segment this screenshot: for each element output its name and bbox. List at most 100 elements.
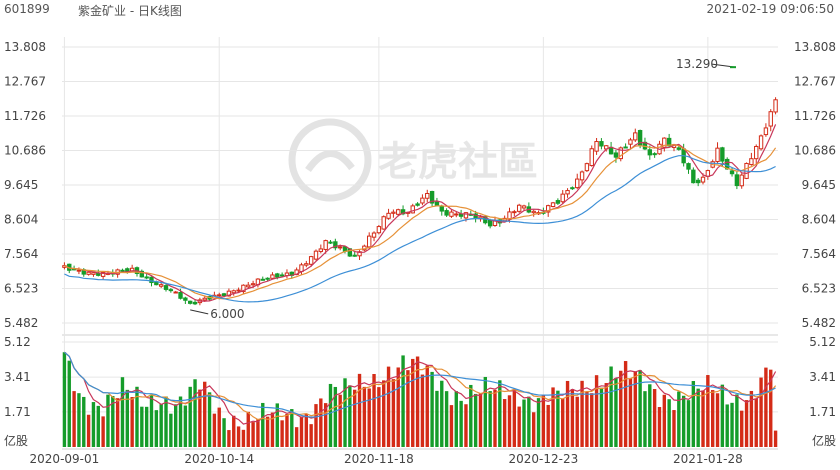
volume-bar [633,371,637,447]
volume-bar [764,367,768,447]
volume-bar [759,377,763,447]
candle-body [304,263,309,266]
candle-body [308,256,314,265]
volume-bar [391,379,396,447]
volume-bar [430,371,434,447]
candle-body [555,200,561,204]
price-tick-right: 12.767 [794,75,836,89]
volume-bar [193,379,197,447]
volume-bar [372,374,376,447]
candle-body [715,147,720,162]
candle-body [652,153,657,156]
candle-body [729,170,735,175]
volume-bar [696,388,700,447]
candle-body [236,289,241,292]
volume-bar [706,375,710,447]
candle-body [449,211,454,217]
volume-bar [96,405,100,447]
candle-body [265,277,270,280]
volume-bar [773,430,778,447]
volume-bar [352,389,357,447]
volume-bar [207,392,212,447]
price-tick-left: 9.645 [4,178,38,192]
volume-bar [101,416,105,447]
candle-body [560,193,565,203]
candle-body [168,289,174,292]
volume-bar [710,390,715,447]
volume-bar [183,405,188,447]
candle-body [618,147,623,160]
volume-bar [725,404,729,447]
watermark-logo-icon [288,118,372,202]
price-ma20-line [64,155,776,303]
candle-body [163,285,169,290]
volume-bar [144,406,149,447]
candle-body [323,240,328,250]
volume-bar [164,396,168,447]
volume-bar [440,380,444,447]
volume-bar [328,383,333,447]
volume-bar [256,419,260,447]
date-tick: 2020-10-14 [184,452,254,466]
last-price-marker [730,66,736,69]
volume-ma20-line [64,351,776,418]
volume-bar [91,402,96,447]
candle-body [391,211,396,214]
price-tick-left: 8.604 [4,213,38,227]
candle-body [221,293,227,296]
volume-bar [246,411,250,447]
candle-body [570,187,575,190]
volume-bar [265,416,270,447]
volume-bar [386,366,391,447]
volume-bar [270,412,275,447]
volume-bar [232,415,236,447]
watermark-logo-mark [305,150,355,173]
volume-bar [735,394,739,447]
volume-bar [304,413,309,447]
candle-body [318,248,324,252]
candle-body [100,272,106,277]
candle-body [676,147,682,150]
volume-bar [115,398,120,447]
volume-bar [357,373,362,447]
candle-body [376,226,382,234]
last-price-label: 13.290 [676,57,718,71]
candle-body [410,205,415,214]
volume-bar [469,384,473,447]
candle-body [429,190,435,204]
candle-body [516,204,522,212]
volume-bar [323,403,328,447]
candle-body [357,251,362,257]
stock-code: 601899 [4,2,50,16]
volume-bar [691,381,696,447]
volume-bar [280,420,284,447]
volume-bar [106,394,110,447]
volume-bar [125,389,130,447]
volume-bar [551,387,555,447]
candle-body [507,211,512,220]
candle-body [367,235,372,248]
volume-bar [715,393,720,447]
volume-bar [590,393,594,447]
candle-body [613,152,619,158]
low-marker-label: 6.000 [210,307,244,321]
volume-bar [556,390,560,447]
volume-bar [585,391,589,447]
date-tick: 2020-12-23 [508,452,578,466]
candle-body [700,176,706,183]
volume-tick-right: 1.71 [809,405,836,419]
volume-ma10-line [64,351,777,421]
volume-bar [382,380,386,447]
price-tick-right: 5.482 [802,316,836,330]
volume-bar [614,377,618,447]
volume-bar [188,386,192,447]
volume-bar [638,370,642,447]
volume-bar [493,389,497,447]
volume-bar [420,374,425,447]
volume-tick-right: 3.41 [809,370,836,384]
candle-body [420,197,425,204]
volume-unit-left: 亿股 [4,433,28,448]
price-tick-right: 10.686 [794,143,836,157]
candle-body [400,209,406,215]
